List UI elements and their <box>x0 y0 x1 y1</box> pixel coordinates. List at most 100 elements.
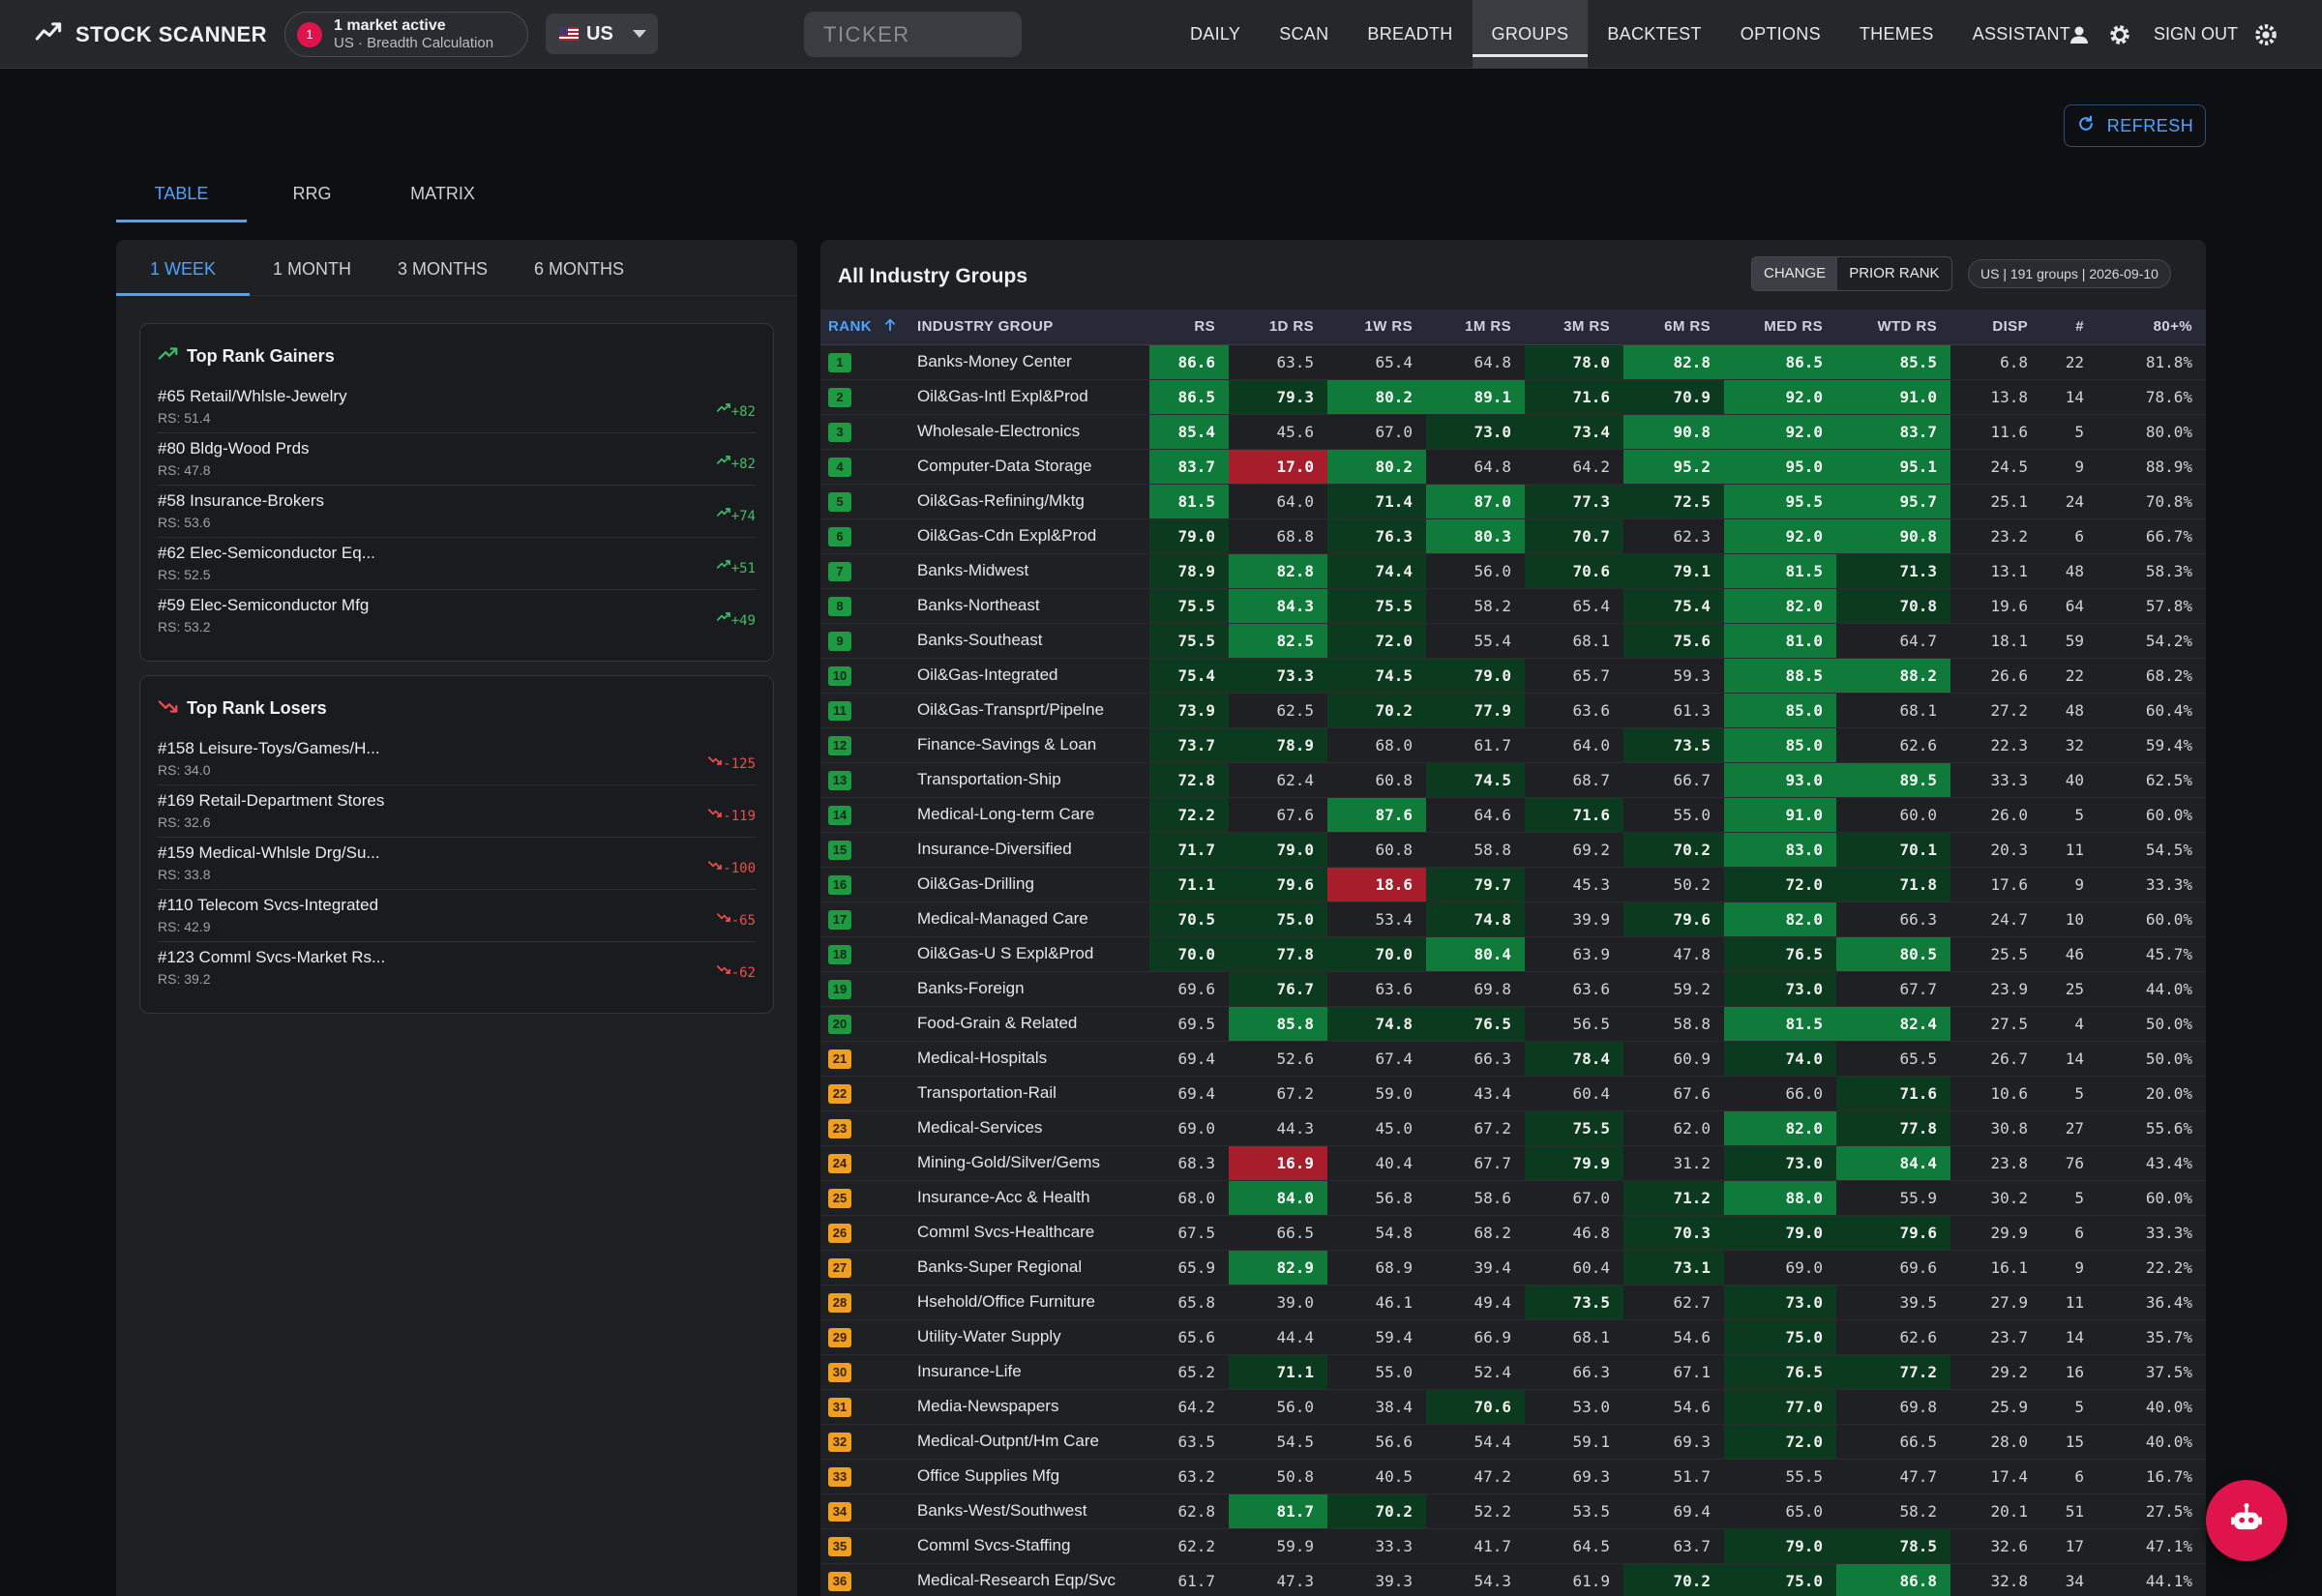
table-cell: 79.0 <box>1426 658 1525 694</box>
table-row[interactable]: 15 Insurance-Diversified 71.7 79.0 60.8 58.8 6… <box>820 832 2206 868</box>
column-header[interactable]: 3M RS <box>1525 310 1623 345</box>
toggle-change[interactable]: CHANGE <box>1752 257 1838 290</box>
table-row[interactable]: 19 Banks-Foreign 69.6 76.7 63.6 69.8 63.6 59.2 7… <box>820 971 2206 1007</box>
assistant-fab-button[interactable] <box>2206 1480 2287 1561</box>
table-row[interactable]: 14 Medical-Long-term Care 72.2 67.6 87.6 64.6… <box>820 797 2206 833</box>
mover-row[interactable]: #80 Bldg-Wood Prds RS: 47.8 +82 <box>158 433 756 486</box>
table-row[interactable]: 5 Oil&Gas-Refining/Mktg 81.5 64.0 71.4 87.0 77… <box>820 484 2206 519</box>
table-row[interactable]: 30 Insurance-Life 65.2 71.1 55.0 52.4 66.3 67.1… <box>820 1354 2206 1390</box>
column-header[interactable]: 1W RS <box>1327 310 1426 345</box>
tab-3-months[interactable]: 3 MONTHS <box>398 259 489 279</box>
column-header[interactable]: WTD RS <box>1836 310 1950 345</box>
table-row[interactable]: 17 Medical-Managed Care 70.5 75.0 53.4 74.8 39… <box>820 901 2206 937</box>
user-icon[interactable] <box>2067 22 2092 47</box>
nav-groups[interactable]: GROUPS <box>1472 0 1589 69</box>
mover-name: #62 Elec-Semiconductor Eq... <box>158 544 375 562</box>
table-row[interactable]: 26 Comml Svcs-Healthcare 67.5 66.5 54.8 68.2 4… <box>820 1215 2206 1251</box>
table-row[interactable]: 8 Banks-Northeast 75.5 84.3 75.5 58.2 65.4 75.4… <box>820 588 2206 624</box>
tab-1-week[interactable]: 1 WEEK <box>116 240 251 296</box>
table-row[interactable]: 22 Transportation-Rail 69.4 67.2 59.0 43.4 60.… <box>820 1076 2206 1111</box>
gear-icon[interactable] <box>2107 22 2132 47</box>
mover-change: -119 <box>707 805 756 824</box>
brand[interactable]: STOCK SCANNER <box>35 0 267 69</box>
column-header[interactable]: 1M RS <box>1426 310 1525 345</box>
settings-sun-icon[interactable] <box>2253 22 2278 47</box>
mover-row[interactable]: #110 Telecom Svcs-Integrated RS: 42.9 -65 <box>158 890 756 942</box>
mover-row[interactable]: #169 Retail-Department Stores RS: 32.6 -11… <box>158 785 756 838</box>
tab-6-months[interactable]: 6 MONTHS <box>534 259 625 279</box>
tab-rrg[interactable]: RRG <box>292 184 332 203</box>
mover-row[interactable]: #65 Retail/Whlsle-Jewelry RS: 51.4 +82 <box>158 381 756 433</box>
nav-breadth[interactable]: BREADTH <box>1367 24 1453 44</box>
table-row[interactable]: 24 Mining-Gold/Silver/Gems 68.3 16.9 40.4 67.… <box>820 1145 2206 1181</box>
table-row[interactable]: 20 Food-Grain & Related 69.5 85.8 74.8 76.5 56… <box>820 1006 2206 1042</box>
table-row[interactable]: 36 Medical-Research Eqp/Svc 61.7 47.3 39.3 54… <box>820 1563 2206 1596</box>
table-row[interactable]: 35 Comml Svcs-Staffing 62.2 59.9 33.3 41.7 64.… <box>820 1528 2206 1564</box>
country-select[interactable]: US <box>546 14 658 54</box>
table-cell: 27.5 <box>1950 1006 2041 1042</box>
column-header[interactable]: RS <box>1149 310 1229 345</box>
mover-row[interactable]: #158 Leisure-Toys/Games/H... RS: 34.0 -125 <box>158 733 756 785</box>
mover-name: #59 Elec-Semiconductor Mfg <box>158 596 370 614</box>
table-row[interactable]: 9 Banks-Southeast 75.5 82.5 72.0 55.4 68.1 75.6… <box>820 623 2206 659</box>
nav-themes[interactable]: THEMES <box>1859 24 1934 44</box>
market-status-pill[interactable]: 1 1 market active US · Breadth Calculati… <box>284 12 528 57</box>
tab-1-month[interactable]: 1 MONTH <box>273 259 352 279</box>
table-cell: 33.3 <box>1950 762 2041 798</box>
nav-scan[interactable]: SCAN <box>1279 24 1329 44</box>
table-row[interactable]: 32 Medical-Outpnt/Hm Care 63.5 54.5 56.6 54.4… <box>820 1424 2206 1460</box>
table-row[interactable]: 10 Oil&Gas-Integrated 75.4 73.3 74.5 79.0 65.7… <box>820 658 2206 694</box>
table-row[interactable]: 29 Utility-Water Supply 65.6 44.4 59.4 66.9 68… <box>820 1319 2206 1355</box>
tab-table[interactable]: TABLE <box>116 174 247 222</box>
nav-options[interactable]: OPTIONS <box>1740 24 1821 44</box>
column-header[interactable]: 1D RS <box>1229 310 1327 345</box>
column-header[interactable]: # <box>2041 310 2098 345</box>
sign-out-button[interactable]: SIGN OUT <box>2154 24 2239 44</box>
column-header[interactable]: 80+% <box>2098 310 2206 345</box>
table-row[interactable]: 2 Oil&Gas-Intl Expl&Prod 86.5 79.3 80.2 89.1 7… <box>820 379 2206 415</box>
table-row[interactable]: 13 Transportation-Ship 72.8 62.4 60.8 74.5 68.… <box>820 762 2206 798</box>
table-row[interactable]: 31 Media-Newspapers 64.2 56.0 38.4 70.6 53.0 54… <box>820 1389 2206 1425</box>
table-row[interactable]: 27 Banks-Super Regional 65.9 82.9 68.9 39.4 60… <box>820 1250 2206 1286</box>
mover-row[interactable]: #123 Comml Svcs-Market Rs... RS: 39.2 -62 <box>158 942 756 994</box>
mover-row[interactable]: #159 Medical-Whlsle Drg/Su... RS: 33.8 -10… <box>158 838 756 890</box>
table-row[interactable]: 11 Oil&Gas-Transprt/Pipelne 73.9 62.5 70.2 77… <box>820 693 2206 728</box>
mover-row[interactable]: #59 Elec-Semiconductor Mfg RS: 53.2 +49 <box>158 590 756 642</box>
table-row[interactable]: 28 Hsehold/Office Furniture 65.8 39.0 46.1 49… <box>820 1285 2206 1320</box>
table-row[interactable]: 1 Banks-Money Center 86.6 63.5 65.4 64.8 78.0 8… <box>820 344 2206 380</box>
nav-backtest[interactable]: BACKTEST <box>1607 24 1702 44</box>
table-row[interactable]: 34 Banks-West/Southwest 62.8 81.7 70.2 52.2 53… <box>820 1493 2206 1529</box>
table-row[interactable]: 33 Office Supplies Mfg 63.2 50.8 40.5 47.2 69.… <box>820 1459 2206 1494</box>
toggle-prior-rank[interactable]: PRIOR RANK <box>1849 265 1940 281</box>
ticker-search-input[interactable] <box>804 12 1022 57</box>
table-cell: 68.1 <box>1525 1319 1623 1355</box>
nav-daily[interactable]: DAILY <box>1190 24 1241 44</box>
column-header[interactable]: MED RS <box>1724 310 1836 345</box>
mover-row[interactable]: #62 Elec-Semiconductor Eq... RS: 52.5 +51 <box>158 538 756 590</box>
table-row[interactable]: 18 Oil&Gas-U S Expl&Prod 70.0 77.8 70.0 80.4 6… <box>820 936 2206 972</box>
rank-badge: 26 <box>828 1223 851 1243</box>
refresh-button[interactable]: REFRESH <box>2064 104 2206 147</box>
table-row[interactable]: 12 Finance-Savings & Loan 73.7 78.9 68.0 61.7… <box>820 727 2206 763</box>
table-row[interactable]: 21 Medical-Hospitals 69.4 52.6 67.4 66.3 78.4 6… <box>820 1041 2206 1077</box>
mover-row[interactable]: #58 Insurance-Brokers RS: 53.6 +74 <box>158 486 756 538</box>
table-row[interactable]: 6 Oil&Gas-Cdn Expl&Prod 79.0 68.8 76.3 80.3 70… <box>820 518 2206 554</box>
table-row[interactable]: 7 Banks-Midwest 78.9 82.8 74.4 56.0 70.6 79.1 81… <box>820 553 2206 589</box>
column-header[interactable]: RANK <box>820 310 909 345</box>
table-row[interactable]: 4 Computer-Data Storage 83.7 17.0 80.2 64.8 64… <box>820 449 2206 485</box>
table-row[interactable]: 16 Oil&Gas-Drilling 71.1 79.6 18.6 79.7 45.3 50… <box>820 867 2206 902</box>
table-cell: 64.6 <box>1426 797 1525 833</box>
column-header[interactable]: INDUSTRY GROUP <box>909 310 1149 345</box>
table-row[interactable]: 3 Wholesale-Electronics 85.4 45.6 67.0 73.0 73… <box>820 414 2206 450</box>
tab-matrix[interactable]: MATRIX <box>410 184 475 203</box>
table-row[interactable]: 23 Medical-Services 69.0 44.3 45.0 67.2 75.5 62… <box>820 1110 2206 1146</box>
column-header[interactable]: 6M RS <box>1623 310 1724 345</box>
table-row[interactable]: 25 Insurance-Acc & Health 68.0 84.0 56.8 58.6… <box>820 1180 2206 1216</box>
table-cell: 54.6 <box>1623 1319 1724 1355</box>
column-header[interactable]: DISP <box>1950 310 2041 345</box>
table-cell: 16.9 <box>1229 1145 1327 1181</box>
table-cell: 66.7% <box>2098 518 2206 554</box>
column-header-label: RANK <box>828 317 872 335</box>
nav-assistant[interactable]: ASSISTANT <box>1972 24 2071 44</box>
table-cell: 70.3 <box>1623 1215 1724 1251</box>
